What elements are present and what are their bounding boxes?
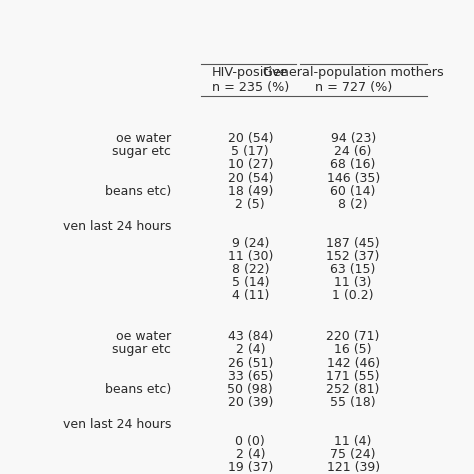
Text: sugar etc: sugar etc (112, 344, 171, 356)
Text: 121 (39): 121 (39) (327, 461, 380, 474)
Text: ven last 24 hours: ven last 24 hours (63, 418, 171, 431)
Text: 55 (18): 55 (18) (330, 396, 376, 409)
Text: 4 (11): 4 (11) (232, 290, 269, 302)
Text: n = 727 (%): n = 727 (%) (315, 82, 392, 94)
Text: beans etc): beans etc) (105, 185, 171, 198)
Text: 16 (5): 16 (5) (334, 344, 372, 356)
Text: 2 (5): 2 (5) (236, 198, 265, 211)
Text: 5 (17): 5 (17) (231, 145, 269, 158)
Text: 19 (37): 19 (37) (228, 461, 273, 474)
Text: 18 (49): 18 (49) (228, 185, 273, 198)
Text: General-population mothers: General-population mothers (263, 66, 444, 79)
Text: 43 (84): 43 (84) (228, 330, 273, 343)
Text: 63 (15): 63 (15) (330, 263, 376, 276)
Text: 75 (24): 75 (24) (330, 448, 376, 461)
Text: 20 (39): 20 (39) (228, 396, 273, 409)
Text: 171 (55): 171 (55) (327, 370, 380, 383)
Text: 2 (4): 2 (4) (236, 448, 265, 461)
Text: 9 (24): 9 (24) (232, 237, 269, 250)
Text: beans etc): beans etc) (105, 383, 171, 396)
Text: 60 (14): 60 (14) (330, 185, 376, 198)
Text: 94 (23): 94 (23) (330, 132, 376, 145)
Text: 10 (27): 10 (27) (228, 158, 273, 172)
Text: oe water: oe water (116, 330, 171, 343)
Text: sugar etc: sugar etc (112, 145, 171, 158)
Text: n = 235 (%): n = 235 (%) (212, 82, 289, 94)
Text: 11 (30): 11 (30) (228, 250, 273, 263)
Text: 252 (81): 252 (81) (327, 383, 380, 396)
Text: 20 (54): 20 (54) (228, 172, 273, 184)
Text: oe water: oe water (116, 132, 171, 145)
Text: 11 (3): 11 (3) (335, 276, 372, 289)
Text: 8 (2): 8 (2) (338, 198, 368, 211)
Text: 0 (0): 0 (0) (236, 435, 265, 448)
Text: 20 (54): 20 (54) (228, 132, 273, 145)
Text: 68 (16): 68 (16) (330, 158, 376, 172)
Text: 24 (6): 24 (6) (335, 145, 372, 158)
Text: 11 (4): 11 (4) (335, 435, 372, 448)
Text: HIV-positive: HIV-positive (212, 66, 289, 79)
Text: 142 (46): 142 (46) (327, 356, 380, 370)
Text: 146 (35): 146 (35) (327, 172, 380, 184)
Text: 8 (22): 8 (22) (231, 263, 269, 276)
Text: 5 (14): 5 (14) (231, 276, 269, 289)
Text: 152 (37): 152 (37) (327, 250, 380, 263)
Text: 50 (98): 50 (98) (228, 383, 273, 396)
Text: ven last 24 hours: ven last 24 hours (63, 220, 171, 233)
Text: 187 (45): 187 (45) (327, 237, 380, 250)
Text: 220 (71): 220 (71) (327, 330, 380, 343)
Text: 1 (0.2): 1 (0.2) (332, 290, 374, 302)
Text: 26 (51): 26 (51) (228, 356, 273, 370)
Text: 33 (65): 33 (65) (228, 370, 273, 383)
Text: 2 (4): 2 (4) (236, 344, 265, 356)
